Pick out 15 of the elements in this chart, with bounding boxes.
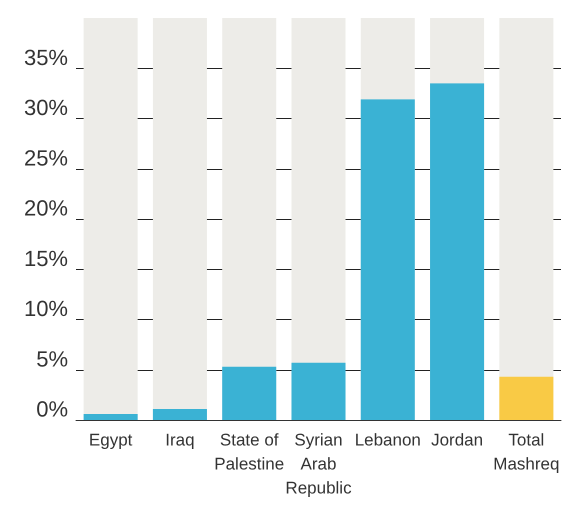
y-tick-label: 20% [24,196,68,220]
x-tick-label: Jordan [431,430,484,450]
y-tick-label: 30% [24,95,68,120]
x-tick-label: Total Mashreq [493,430,560,474]
x-tick-label: Lebanon [354,430,421,450]
x-tick-label: State of Palestine [214,430,284,474]
x-tick-label: Syrian Arab Republic [285,430,352,498]
x-tick-label: Egypt [88,430,133,450]
y-tick-label: 25% [24,145,68,170]
y-tick-label: 10% [24,296,68,321]
y-tick-label: 5% [36,346,68,372]
y-tick-label: 0% [36,396,68,422]
y-tick-label: 15% [24,246,68,271]
x-tick-label: Iraq [165,430,195,450]
y-tick-label: 35% [24,44,68,70]
